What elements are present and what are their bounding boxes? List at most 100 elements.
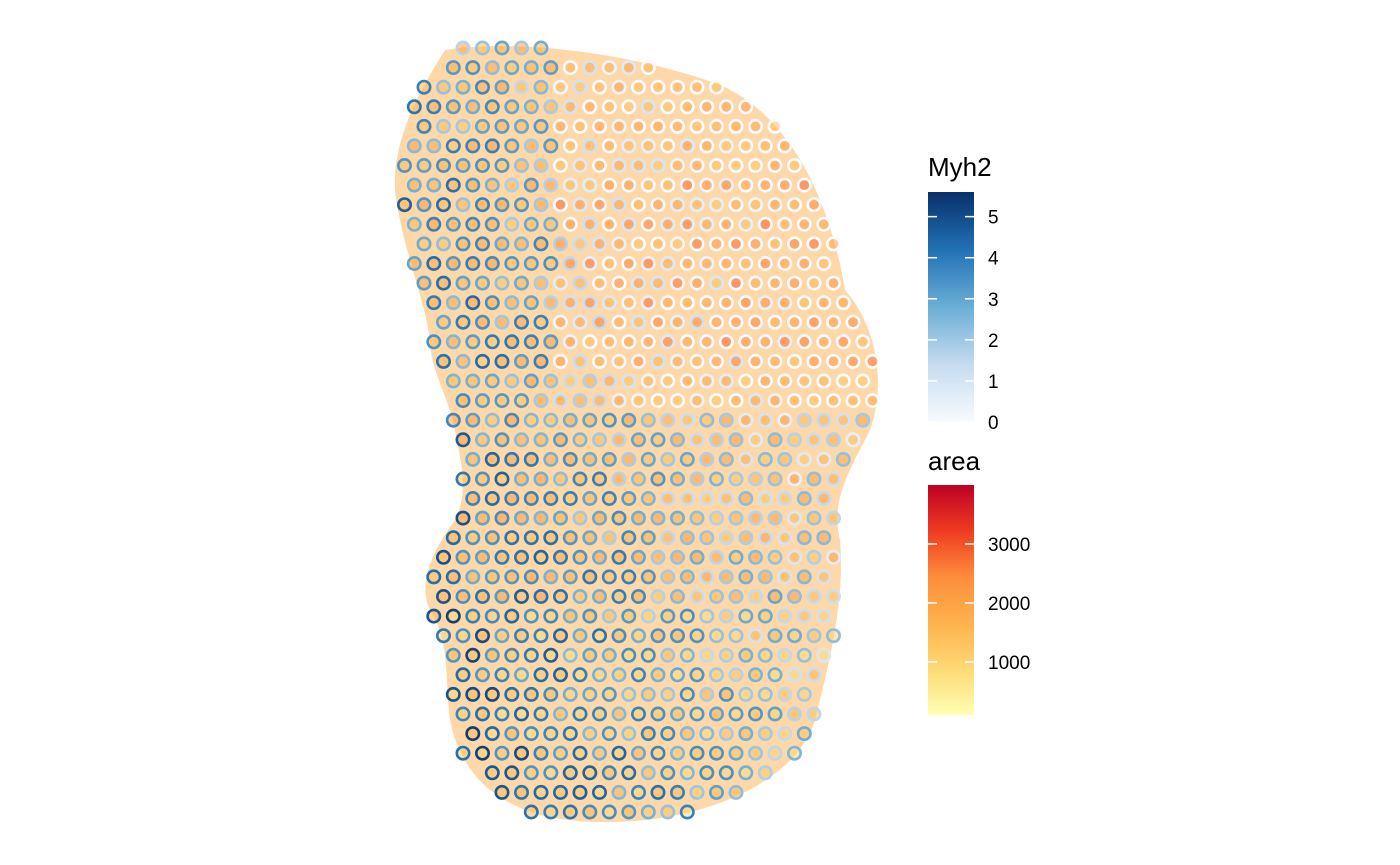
spot — [533, 628, 549, 644]
spot — [767, 236, 783, 252]
spot — [543, 451, 559, 467]
spot — [621, 726, 637, 742]
spot — [621, 451, 637, 467]
spot — [669, 118, 685, 134]
spot — [738, 647, 754, 663]
spot — [504, 295, 520, 311]
spot — [669, 588, 685, 604]
spot — [523, 60, 539, 76]
spot — [591, 314, 607, 330]
spot — [660, 726, 676, 742]
spot — [513, 353, 529, 369]
spot — [601, 686, 617, 702]
spot — [572, 510, 588, 526]
spot — [494, 197, 510, 213]
spot — [747, 471, 763, 487]
spot — [777, 608, 793, 624]
spot — [669, 275, 685, 291]
spot — [601, 608, 617, 624]
spot — [630, 588, 646, 604]
spot — [494, 667, 510, 683]
spot — [728, 432, 744, 448]
spot — [523, 765, 539, 781]
spot — [816, 334, 832, 350]
spot — [640, 726, 656, 742]
spot — [552, 275, 568, 291]
spot — [728, 510, 744, 526]
spot — [465, 138, 481, 154]
spot — [582, 60, 598, 76]
spot — [494, 510, 510, 526]
spot — [621, 647, 637, 663]
spot — [406, 255, 422, 271]
spot — [747, 432, 763, 448]
spot — [562, 216, 578, 232]
spot — [591, 236, 607, 252]
spot — [747, 197, 763, 213]
spot — [435, 314, 451, 330]
spot — [543, 412, 559, 428]
spot — [455, 197, 471, 213]
legend-area-ticks: 1000 2000 3000 — [928, 535, 1030, 674]
spot — [699, 726, 715, 742]
spot — [552, 784, 568, 800]
spot — [621, 177, 637, 193]
spot — [708, 549, 724, 565]
spot — [650, 471, 666, 487]
spot — [689, 158, 705, 174]
spot — [533, 784, 549, 800]
spot — [474, 197, 490, 213]
spot — [767, 197, 783, 213]
spot — [484, 295, 500, 311]
spot — [708, 197, 724, 213]
spot — [504, 490, 520, 506]
spot — [718, 608, 734, 624]
spot — [630, 158, 646, 174]
spot — [465, 255, 481, 271]
spot — [572, 353, 588, 369]
spot — [426, 177, 442, 193]
spot — [611, 275, 627, 291]
spot — [533, 667, 549, 683]
spot — [855, 373, 871, 389]
spot — [767, 588, 783, 604]
spot — [552, 667, 568, 683]
spot — [767, 745, 783, 761]
spot — [640, 177, 656, 193]
spot — [796, 373, 812, 389]
spot — [445, 177, 461, 193]
spot — [796, 569, 812, 585]
spot — [621, 686, 637, 702]
spot — [669, 79, 685, 95]
spot — [562, 530, 578, 546]
spot — [435, 236, 451, 252]
spot — [533, 353, 549, 369]
spot — [738, 569, 754, 585]
spot — [601, 804, 617, 820]
spot — [767, 118, 783, 134]
spot — [484, 334, 500, 350]
spot — [465, 451, 481, 467]
spot — [552, 588, 568, 604]
spot — [445, 295, 461, 311]
spot — [611, 314, 627, 330]
spot — [738, 686, 754, 702]
spot — [660, 216, 676, 232]
spot — [699, 569, 715, 585]
spot — [611, 510, 627, 526]
spot — [816, 608, 832, 624]
spot — [543, 804, 559, 820]
spot — [767, 549, 783, 565]
spot — [543, 295, 559, 311]
area-tick-label: 1000 — [988, 653, 1030, 674]
spot — [533, 79, 549, 95]
spot — [591, 628, 607, 644]
spot — [679, 177, 695, 193]
spot — [689, 745, 705, 761]
spot — [455, 667, 471, 683]
spot — [689, 314, 705, 330]
spot — [474, 745, 490, 761]
spot — [523, 686, 539, 702]
spot — [552, 706, 568, 722]
spot — [474, 353, 490, 369]
